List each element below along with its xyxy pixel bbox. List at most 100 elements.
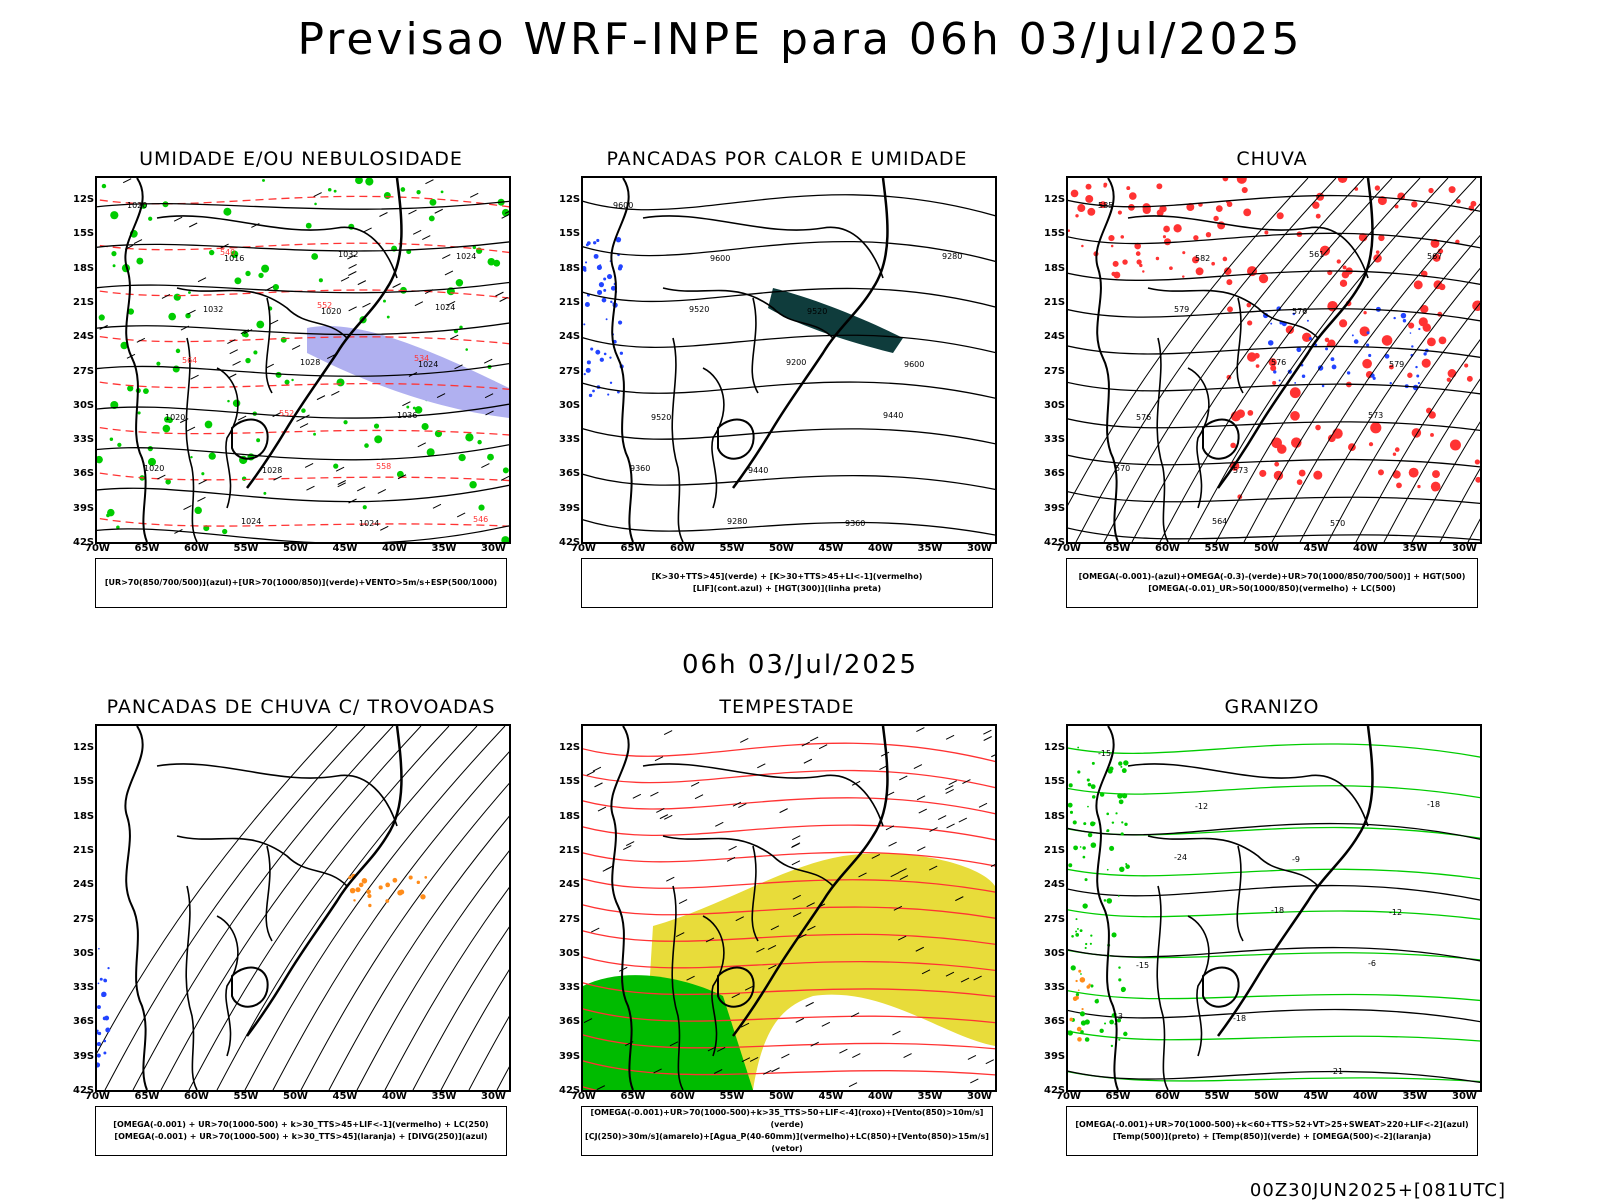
longitude-label: 70W [85,543,110,554]
contour-value-label: 564 [1212,517,1227,526]
panel-legend: [OMEGA(-0.001) + UR>70(1000-500) + k>30_… [95,1106,507,1156]
latitude-label: 33S [73,982,95,994]
panel-title: PANCADAS DE CHUVA C/ TROVOADAS [106,696,496,718]
contour-value-label: 579 [1174,305,1189,314]
contour-value-label: -12 [1389,908,1402,917]
latitude-label: 15S [73,776,95,788]
contour-value-label: -6 [1368,959,1376,968]
longitude-label: 50W [1254,543,1279,554]
legend-line: [OMEGA(-0.001)-(azul)+OMEGA(-0.3)-(verde… [1078,572,1466,581]
contour-value-label: -18 [1271,906,1284,915]
contour-value-label: 576 [1136,413,1151,422]
contour-value-label: 9360 [630,464,650,473]
latitude-label: 42S [73,1085,95,1096]
latitude-label: 36S [1044,1016,1066,1028]
longitude-label: 30W [1452,543,1477,554]
legend-line: [OMEGA(-0.001) + UR>70(1000-500) + k>30_… [114,1132,488,1141]
longitude-label: 65W [134,1091,160,1102]
contour-value-label: -18 [1427,800,1440,809]
longitude-label: 70W [1056,1091,1081,1102]
latitude-label: 24S [73,879,95,891]
longitude-label: 55W [1204,543,1230,554]
legend-line: [OMEGA(-0.001)+UR>70(1000-500)+k<60+TTS>… [1075,1120,1469,1129]
latitude-label: 36S [559,468,581,480]
longitude-label: 70W [571,543,596,554]
latitude-label: 15S [73,228,95,240]
longitude-label: 60W [670,1091,695,1102]
map-canvas: 9600 9600 9520 9600 9520 9440 9360 9280 9520 9200… [583,178,995,542]
latitude-label: 30S [73,399,95,411]
main-title: Previsao WRF-INPE para 06h 03/Jul/2025 [297,14,1303,65]
contour-value-label: 9600 [904,360,924,369]
panel-legend: [OMEGA(-0.001)+UR>70(1000-500)+k>35_TTS>… [581,1106,993,1156]
latitude-label: 30S [1044,947,1066,959]
legend-line: [OMEGA(-0.001) + UR>70(1000-500) + k>30_… [113,1120,489,1129]
longitude-label: 45W [818,1091,844,1102]
map-panel-1: UMIDADE E/OU NEBULOSIDADE 1020 1016 1020 102… [45,148,517,618]
latitude-label: 24S [559,879,581,891]
longitude-label: 55W [719,543,745,554]
longitude-label: 35W [917,543,943,554]
contour-value-label: 1036 [397,411,417,420]
legend-line: [LIF](cont.azul) + [HGT(300)](linha pret… [692,584,882,593]
longitude-label: 60W [184,1091,209,1102]
latitude-label: 39S [559,502,581,514]
latitude-label: 18S [1044,810,1066,822]
latitude-label: 27S [73,365,95,377]
latitude-label: 12S [559,194,581,205]
longitude-label: 65W [134,543,160,554]
legend-line: [UR>70(850/700/500)](azul)+[UR>70(1000/8… [104,578,498,587]
contour-value-label: 561 [1309,250,1324,259]
map-panel-4: PANCADAS DE CHUVA C/ TROVOADAS 12S 15S 18S 2… [45,696,517,1166]
contour-value-label: -15 [1098,749,1111,758]
contour-value-label: 552 [279,409,294,418]
latitude-label: 12S [559,742,581,753]
legend-line: [K>30+TTS>45](verde) + [K>30+TTS>45+LI<-… [651,572,923,581]
contour-value-label: 567 [1427,252,1442,261]
latitude-label: 24S [559,331,581,343]
longitude-label: 40W [868,1091,893,1102]
contour-value-label: 1024 [359,519,379,528]
longitude-label: 60W [670,543,695,554]
contour-value-label: 1024 [241,517,261,526]
latitude-label: 30S [73,947,95,959]
longitude-label: 35W [1402,1091,1428,1102]
longitude-label: 30W [481,1091,506,1102]
latitude-label: 36S [73,468,95,480]
latitude-label: 39S [1044,1050,1066,1062]
longitude-label: 40W [1353,1091,1378,1102]
contour-value-label: 576 [1292,307,1307,316]
contour-value-label: -21 [1330,1067,1343,1076]
latitude-label: 12S [1044,742,1066,753]
latitude-label: 21S [1044,844,1066,856]
latitude-label: 27S [1044,365,1066,377]
latitude-label: 12S [73,194,95,205]
latitude-label: 36S [559,1016,581,1028]
latitude-label: 18S [1044,262,1066,274]
contour-value-label: 585 [1098,201,1113,210]
legend-line: [Temp(500)](preto) + [Temp(850)](verde) … [1112,1132,1432,1141]
contour-value-label: 9520 [651,413,671,422]
panel-legend: [K>30+TTS>45](verde) + [K>30+TTS>45+LI<-… [581,558,993,608]
longitude-label: 35W [431,1091,457,1102]
contour-value-label: 570 [1115,464,1130,473]
legend-line: [OMEGA(-0.001)+UR>70(1000-500)+k>35_TTS>… [590,1108,984,1129]
contour-value-label: 1020 [321,307,341,316]
longitude-label: 50W [283,1091,308,1102]
latitude-label: 27S [559,365,581,377]
contour-value-label: 1032 [203,305,223,314]
latitude-label: 15S [559,228,581,240]
latitude-label: 18S [73,262,95,274]
contour-value-label: 1028 [262,466,282,475]
contour-value-label: 9520 [807,307,827,316]
latitude-label: 42S [559,1085,581,1096]
longitude-label: 45W [1303,1091,1329,1102]
latitude-label: 30S [559,399,581,411]
latitude-label: 27S [559,913,581,925]
contour-value-label: 573 [1233,466,1248,475]
longitude-label: 55W [233,543,259,554]
longitude-label: 70W [1056,543,1081,554]
latitude-label: 30S [559,947,581,959]
contour-value-label: 546 [473,515,488,524]
